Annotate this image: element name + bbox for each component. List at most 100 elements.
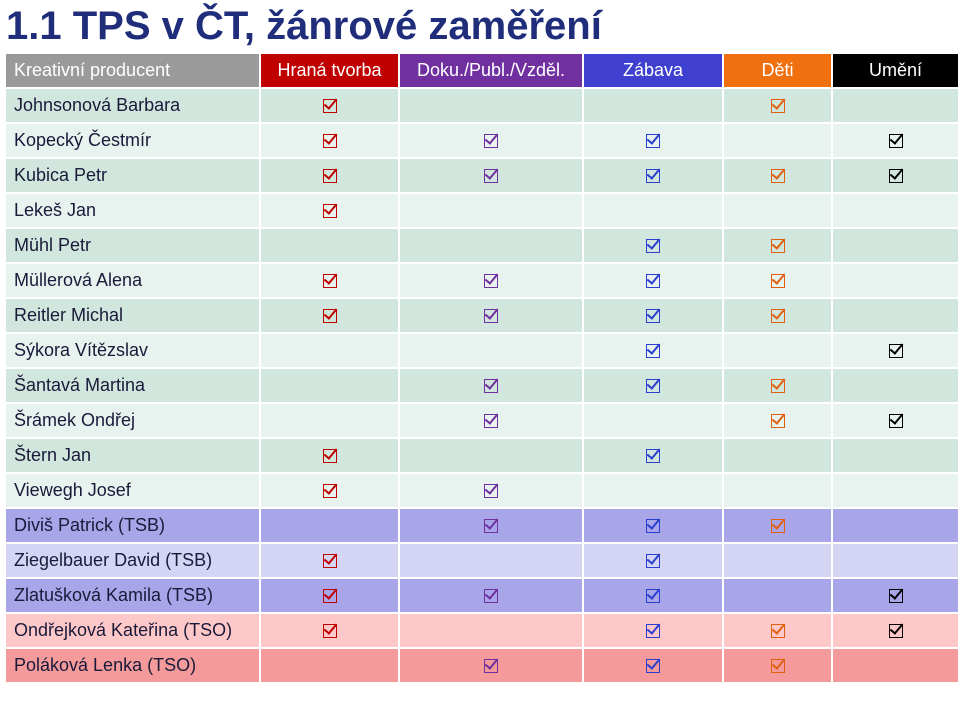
checkbox-checked-icon xyxy=(484,169,498,184)
producer-name: Kopecký Čestmír xyxy=(6,124,259,157)
cell-entertainment xyxy=(584,159,722,192)
cell-children xyxy=(724,89,831,122)
cell-entertainment xyxy=(584,299,722,332)
checkbox-checked-icon xyxy=(322,169,337,184)
cell-drama xyxy=(261,614,398,647)
cell-arts xyxy=(833,124,958,157)
cell-documentary xyxy=(400,649,582,682)
checkbox-checked-icon xyxy=(484,519,498,534)
cell-documentary xyxy=(400,579,582,612)
producer-name: Kubica Petr xyxy=(6,159,259,192)
producer-name: Reitler Michal xyxy=(6,299,259,332)
cell-documentary xyxy=(400,439,582,472)
cell-documentary xyxy=(400,229,582,262)
cell-arts xyxy=(833,194,958,227)
checkbox-checked-icon xyxy=(484,274,498,289)
cell-children xyxy=(724,159,831,192)
cell-entertainment xyxy=(584,264,722,297)
genre-table: Kreativní producent Hraná tvorba Doku./P… xyxy=(4,52,960,684)
table-row: Viewegh Josef xyxy=(6,474,958,507)
table-row: Poláková Lenka (TSO) xyxy=(6,649,958,682)
checkbox-checked-icon xyxy=(646,624,660,639)
cell-entertainment xyxy=(584,544,722,577)
checkbox-checked-icon xyxy=(770,274,785,289)
checkbox-checked-icon xyxy=(770,169,785,184)
cell-drama xyxy=(261,334,398,367)
cell-documentary xyxy=(400,124,582,157)
producer-name: Viewegh Josef xyxy=(6,474,259,507)
producer-name: Mühl Petr xyxy=(6,229,259,262)
cell-entertainment xyxy=(584,649,722,682)
checkbox-checked-icon xyxy=(322,589,337,604)
table-row: Kopecký Čestmír xyxy=(6,124,958,157)
table-body: Johnsonová Barbara Kopecký Čestmír Kubica … xyxy=(6,89,958,682)
checkbox-checked-icon xyxy=(646,169,660,184)
producer-name: Ondřejková Kateřina (TSO) xyxy=(6,614,259,647)
checkbox-checked-icon xyxy=(646,344,660,359)
checkbox-checked-icon xyxy=(646,554,660,569)
table-row: Johnsonová Barbara xyxy=(6,89,958,122)
page-title: 1.1 TPS v ČT, žánrové zaměření xyxy=(6,4,602,48)
header-entertainment: Zábava xyxy=(584,54,722,87)
producer-name: Sýkora Vítězslav xyxy=(6,334,259,367)
checkbox-checked-icon xyxy=(646,589,660,604)
cell-entertainment xyxy=(584,404,722,437)
producer-name: Zlatušková Kamila (TSB) xyxy=(6,579,259,612)
cell-drama xyxy=(261,439,398,472)
table-row: Reitler Michal xyxy=(6,299,958,332)
table-row: Ondřejková Kateřina (TSO) xyxy=(6,614,958,647)
cell-drama xyxy=(261,194,398,227)
checkbox-checked-icon xyxy=(888,134,903,149)
checkbox-checked-icon xyxy=(322,274,337,289)
cell-children xyxy=(724,544,831,577)
cell-entertainment xyxy=(584,194,722,227)
cell-arts xyxy=(833,404,958,437)
cell-children xyxy=(724,124,831,157)
cell-drama xyxy=(261,229,398,262)
checkbox-checked-icon xyxy=(484,309,498,324)
checkbox-checked-icon xyxy=(888,169,903,184)
checkbox-checked-icon xyxy=(770,99,785,114)
cell-entertainment xyxy=(584,509,722,542)
table-row: Sýkora Vítězslav xyxy=(6,334,958,367)
cell-arts xyxy=(833,159,958,192)
cell-drama xyxy=(261,299,398,332)
checkbox-checked-icon xyxy=(888,624,903,639)
header-documentary: Doku./Publ./Vzděl. xyxy=(400,54,582,87)
table-row: Štern Jan xyxy=(6,439,958,472)
cell-documentary xyxy=(400,159,582,192)
table-row: Ziegelbauer David (TSB) xyxy=(6,544,958,577)
checkbox-checked-icon xyxy=(770,239,785,254)
checkbox-checked-icon xyxy=(646,519,660,534)
checkbox-checked-icon xyxy=(484,589,498,604)
producer-name: Diviš Patrick (TSB) xyxy=(6,509,259,542)
cell-entertainment xyxy=(584,439,722,472)
table-row: Müllerová Alena xyxy=(6,264,958,297)
producer-name: Šrámek Ondřej xyxy=(6,404,259,437)
header-producer: Kreativní producent xyxy=(6,54,259,87)
cell-documentary xyxy=(400,614,582,647)
cell-arts xyxy=(833,229,958,262)
cell-children xyxy=(724,299,831,332)
cell-arts xyxy=(833,474,958,507)
checkbox-checked-icon xyxy=(484,134,498,149)
table-row: Šrámek Ondřej xyxy=(6,404,958,437)
checkbox-checked-icon xyxy=(646,134,660,149)
cell-documentary xyxy=(400,509,582,542)
table-row: Diviš Patrick (TSB) xyxy=(6,509,958,542)
producer-name: Johnsonová Barbara xyxy=(6,89,259,122)
cell-entertainment xyxy=(584,579,722,612)
cell-drama xyxy=(261,474,398,507)
cell-documentary xyxy=(400,89,582,122)
cell-arts xyxy=(833,509,958,542)
cell-arts xyxy=(833,334,958,367)
cell-drama xyxy=(261,264,398,297)
cell-arts xyxy=(833,369,958,402)
cell-drama xyxy=(261,509,398,542)
checkbox-checked-icon xyxy=(646,659,660,674)
checkbox-checked-icon xyxy=(484,379,498,394)
cell-documentary xyxy=(400,474,582,507)
table-row: Mühl Petr xyxy=(6,229,958,262)
cell-documentary xyxy=(400,544,582,577)
checkbox-checked-icon xyxy=(322,134,337,149)
